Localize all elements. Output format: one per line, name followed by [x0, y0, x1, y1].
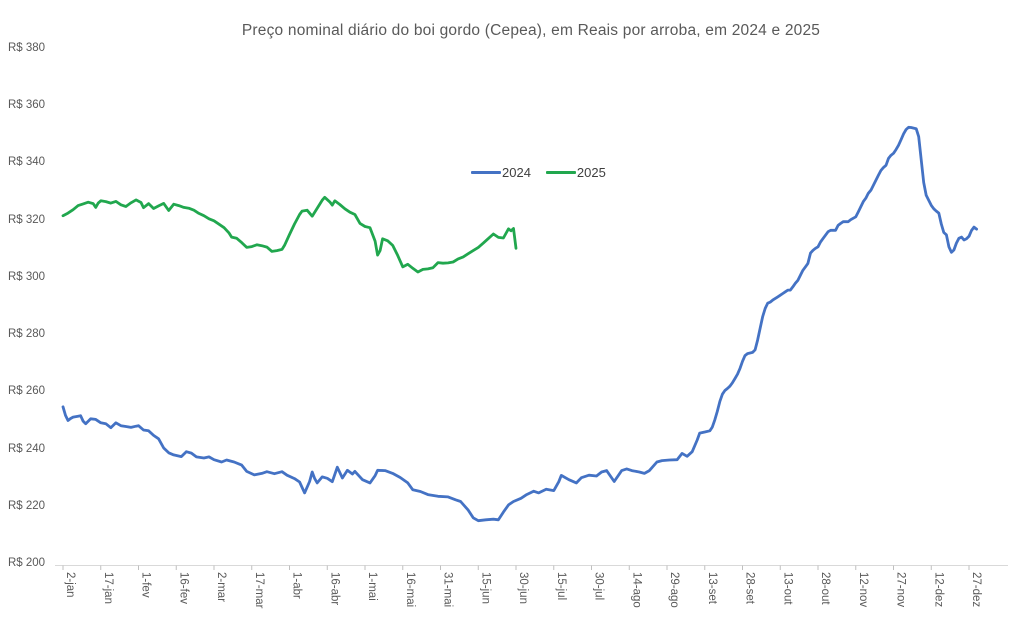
x-tick-label-2-mar: 2-mar	[215, 572, 227, 603]
x-tick-label-2-jan: 2-jan	[64, 572, 76, 598]
x-tick-label-31-mai: 31-mai	[441, 572, 454, 608]
y-tick-label-300: R$ 300	[8, 270, 46, 283]
x-tick-label-16-abr: 16-abr	[328, 572, 341, 606]
x-tick-label-16-mai: 16-mai	[403, 572, 416, 608]
chart-legend: 2024 2025	[471, 165, 606, 180]
x-tick-label-17-mar: 17-mar	[252, 572, 265, 609]
x-tick-label-27-nov: 27-nov	[894, 572, 907, 608]
x-tick-label-1-fev: 1-fev	[139, 572, 152, 598]
x-tick-label-13-out: 13-out	[781, 572, 794, 605]
y-tick-label-360: R$ 360	[8, 99, 46, 112]
x-tick-label-30-jun: 30-jun	[517, 572, 529, 604]
y-tick-label-220: R$ 220	[8, 499, 46, 512]
x-tick-label-14-ago: 14-ago	[630, 572, 643, 608]
x-tick-label-15-jul: 15-jul	[554, 572, 567, 601]
x-tick-label-15-jun: 15-jun	[479, 572, 492, 604]
x-tick-label-28-out: 28-out	[819, 572, 831, 605]
x-tick-label-29-ago: 29-ago	[668, 572, 680, 608]
x-tick-label-17-jan: 17-jan	[101, 572, 114, 604]
y-tick-label-260: R$ 260	[8, 385, 46, 398]
y-tick-label-240: R$ 240	[8, 442, 46, 455]
chart-title: Preço nominal diário do boi gordo (Cepea…	[241, 22, 821, 39]
x-tick-label-16-fev: 16-fev	[177, 572, 190, 604]
x-tick-label-13-set: 13-set	[705, 572, 718, 604]
legend-label-2024: 2024	[502, 165, 531, 180]
legend-label-2025: 2025	[576, 165, 606, 180]
legend-line-swatch-2025	[545, 171, 576, 174]
y-tick-label-340: R$ 340	[8, 156, 46, 169]
x-tick-label-12-dez: 12-dez	[932, 572, 945, 608]
y-tick-label-200: R$ 200	[8, 557, 46, 569]
y-tick-label-280: R$ 280	[8, 328, 46, 341]
y-tick-label-380: R$ 380	[8, 42, 46, 54]
x-tick-label-28-set: 28-set	[743, 572, 756, 604]
legend-item-2025[interactable]: 2025	[545, 165, 606, 180]
legend-item-2024[interactable]: 2024	[471, 165, 531, 180]
x-tick-label-1-mai: 1-mai	[366, 572, 378, 601]
x-tick-label-12-nov: 12-nov	[856, 572, 869, 608]
series-line-2025	[61, 195, 518, 274]
y-tick-label-320: R$ 320	[8, 213, 46, 226]
series-line-2024	[61, 125, 978, 523]
x-tick-label-30-jul: 30-jul	[592, 572, 605, 601]
legend-line-swatch-2024	[471, 171, 501, 174]
x-tick-label-1-abr: 1-abr	[290, 572, 303, 599]
x-tick-label-27-dez: 27-dez	[970, 572, 982, 608]
